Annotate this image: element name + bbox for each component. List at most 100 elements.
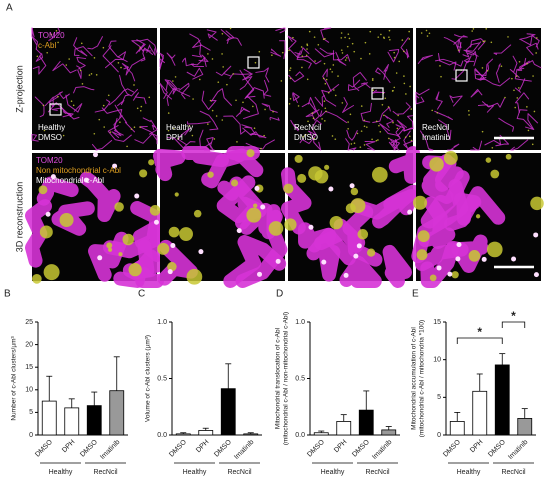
mitochondria: [510, 139, 529, 151]
c-abl-dot: [55, 30, 58, 32]
c-abl-dot: [526, 106, 528, 108]
mitochondria: [239, 73, 253, 90]
mitochondria: [526, 42, 539, 56]
mito-c-abl: [153, 219, 159, 225]
c-abl-dot: [365, 126, 368, 128]
c-abl-cluster: [186, 268, 203, 285]
c-abl-dot: [50, 33, 53, 36]
c-abl-cluster: [314, 169, 329, 184]
mitochondria: [382, 244, 412, 288]
c-abl-dot: [360, 105, 363, 107]
c-abl-dot: [191, 134, 194, 137]
c-abl-cluster: [413, 195, 428, 210]
c-abl-dot: [333, 89, 335, 91]
mitochondria: [229, 68, 253, 79]
c-abl-dot: [348, 37, 351, 40]
c-abl-dot: [207, 53, 209, 55]
c-abl-dot: [347, 33, 350, 35]
mito-c-abl: [447, 271, 453, 277]
c-abl-dot: [317, 44, 320, 46]
c-abl-dot: [440, 75, 442, 78]
c-abl-dot: [484, 40, 486, 42]
c-abl-dot: [381, 103, 384, 106]
x-tick-label: Imatinib: [507, 439, 529, 461]
legend-entry: c-Abl: [38, 41, 56, 50]
mitochondria: [76, 65, 82, 79]
mitochondria: [182, 57, 194, 67]
mitochondria: [435, 91, 443, 110]
x-tick-label: DPH: [333, 439, 348, 454]
c-abl-dot: [65, 64, 68, 66]
c-abl-cluster: [139, 169, 148, 178]
mitochondria: [475, 58, 494, 77]
c-abl-dot: [252, 105, 254, 108]
mitochondria: [135, 39, 146, 54]
mitochondria: [417, 54, 433, 65]
c-abl-dot: [340, 32, 343, 34]
mito-c-abl: [198, 249, 204, 255]
mitochondria: [388, 146, 420, 184]
c-abl-dot: [253, 127, 256, 129]
c-abl-dot: [62, 134, 65, 137]
c-abl-dot: [532, 75, 534, 77]
mitochondria: [31, 27, 39, 50]
mitochondria: [447, 143, 460, 151]
mitochondria: [477, 104, 494, 113]
c-abl-cluster: [157, 242, 170, 255]
mito-c-abl: [92, 152, 98, 158]
group-label: Healthy: [321, 469, 345, 476]
c-abl-dot: [404, 136, 407, 138]
c-abl-dot: [410, 108, 413, 110]
c-abl-dot: [536, 37, 538, 39]
c-abl-dot: [360, 130, 363, 132]
mitochondria: [371, 89, 386, 94]
mitochondria: [239, 69, 255, 100]
mitochondria: [159, 82, 173, 100]
group-label: Healthy: [457, 469, 481, 476]
mitochondria: [186, 67, 204, 80]
c-abl-dot: [301, 66, 303, 69]
mitochondria: [191, 44, 211, 58]
c-abl-cluster: [168, 226, 180, 238]
mitochondria: [206, 29, 218, 41]
c-abl-dot: [351, 42, 354, 45]
mitochondria: [314, 94, 325, 107]
mito-c-abl: [511, 256, 517, 262]
mitochondria: [249, 132, 267, 139]
condition-label: Imatinib: [422, 133, 451, 142]
mitochondria: [131, 40, 152, 52]
c-abl-dot: [371, 138, 373, 141]
c-abl-dot: [428, 32, 431, 35]
c-abl-dot: [535, 52, 537, 54]
mitochondria: [299, 130, 317, 145]
c-abl-dot: [344, 59, 347, 61]
c-abl-dot: [167, 129, 170, 132]
c-abl-dot: [403, 75, 405, 77]
c-abl-dot: [431, 109, 433, 112]
c-abl-dot: [325, 110, 327, 113]
c-abl-dot: [403, 82, 406, 85]
c-abl-dot: [369, 30, 372, 33]
mitochondria: [453, 34, 468, 45]
c-abl-dot: [504, 96, 506, 99]
c-abl-dot: [353, 142, 356, 145]
mito-c-abl: [257, 271, 263, 277]
c-abl-dot: [359, 146, 362, 148]
y-axis-label: (mitochondrial c-Abl / non-mitochondrial…: [283, 312, 290, 445]
c-abl-dot: [371, 77, 374, 80]
mitochondria: [519, 33, 536, 40]
c-abl-dot: [426, 35, 429, 37]
c-abl-dot: [397, 114, 399, 117]
c-abl-dot: [167, 112, 170, 114]
c-abl-dot: [215, 115, 218, 117]
c-abl-dot: [314, 60, 316, 62]
c-abl-cluster: [207, 171, 214, 178]
c-abl-dot: [410, 139, 413, 142]
c-abl-cluster: [39, 225, 53, 239]
c-abl-dot: [43, 129, 46, 132]
zoom-box: [455, 69, 468, 82]
c-abl-cluster: [107, 247, 113, 252]
c-abl-dot: [103, 126, 105, 128]
c-abl-dot: [482, 40, 485, 43]
